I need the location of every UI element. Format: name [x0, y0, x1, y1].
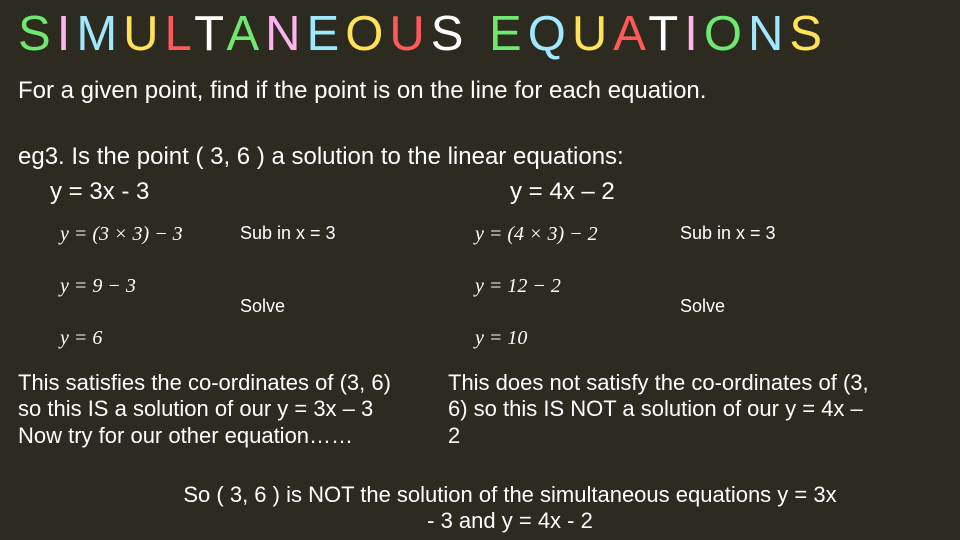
left-annotation-2: Solve — [240, 296, 285, 317]
conclusion-left: This satisfies the co-ordinates of (3, 6… — [18, 370, 418, 449]
left-step-1: y = (3 × 3) − 3 — [60, 223, 183, 246]
subtitle-text: For a given point, find if the point is … — [18, 77, 706, 105]
left-step-3: y = 6 — [60, 327, 102, 350]
right-annotation-1: Sub in x = 3 — [680, 223, 785, 244]
example-line: eg3. Is the point ( 3, 6 ) a solution to… — [18, 143, 624, 171]
page-title: SIMULTANEOUS EQUATIONS — [18, 6, 828, 62]
equation-left: y = 3x - 3 — [50, 178, 149, 206]
right-annotation-2: Solve — [680, 296, 725, 317]
left-annotation-1: Sub in x = 3 — [240, 223, 345, 244]
right-step-2: y = 12 − 2 — [475, 275, 561, 298]
right-step-3: y = 10 — [475, 327, 527, 350]
conclusion-right: This does not satisfy the co-ordinates o… — [448, 370, 878, 449]
right-step-1: y = (4 × 3) − 2 — [475, 223, 598, 246]
final-conclusion: So ( 3, 6 ) is NOT the solution of the s… — [180, 482, 840, 535]
equation-right: y = 4x – 2 — [510, 178, 615, 206]
left-step-2: y = 9 − 3 — [60, 275, 136, 298]
